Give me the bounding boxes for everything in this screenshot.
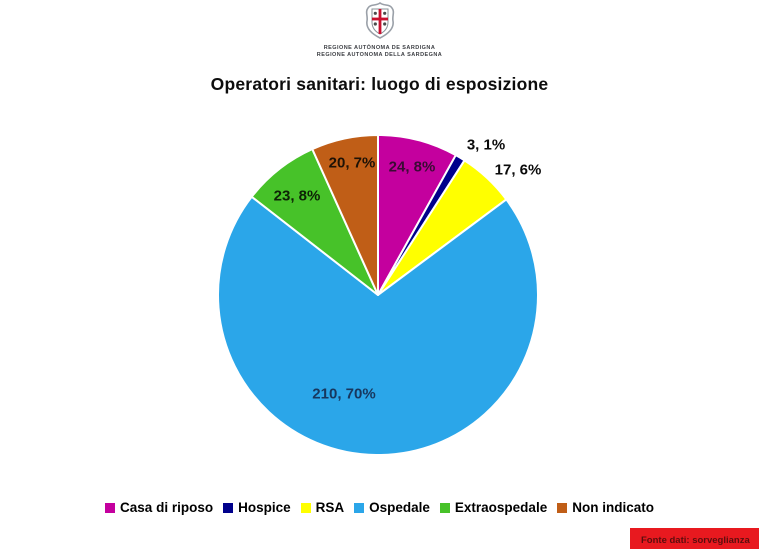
chart-legend: Casa di riposo Hospice RSA Ospedale Extr… (0, 500, 759, 515)
pie-chart (217, 134, 539, 456)
legend-swatch-non-indicato (557, 502, 568, 513)
legend-item-ospedale: Ospedale (354, 500, 430, 515)
legend-label-hospice: Hospice (238, 500, 291, 515)
data-label-extraospedale: 23, 8% (273, 187, 321, 205)
legend-swatch-hospice (223, 502, 234, 513)
pie-slice-non-indicato (311, 134, 379, 296)
legend-item-non-indicato: Non indicato (557, 500, 654, 515)
pie-slice-ospedale (217, 195, 539, 456)
region-logo: REGIONE AUTÒNOMA DE SARDIGNA REGIONE AUT… (0, 2, 759, 59)
legend-item-rsa: RSA (300, 500, 345, 515)
legend-item-hospice: Hospice (223, 500, 291, 515)
data-label-ospedale: 210, 70% (312, 385, 376, 403)
data-label-non-indicato: 20, 7% (328, 154, 376, 172)
legend-label-extraospedale: Extraospedale (454, 500, 548, 515)
chart-title: Operatori sanitari: luogo di esposizione (210, 74, 549, 94)
fonte-dati-label: Fonte dati: sorveglianza (641, 535, 750, 546)
legend-label-ospedale: Ospedale (369, 500, 430, 515)
legend-label-casa-di-riposo: Casa di riposo (120, 500, 214, 515)
data-label-rsa: 17, 6% (494, 161, 542, 179)
logo-text-line2: REGIONE AUTONOMA DELLA SARDEGNA (316, 52, 443, 58)
legend-swatch-extraospedale (439, 502, 450, 513)
legend-label-non-indicato: Non indicato (572, 500, 654, 515)
legend-label-rsa: RSA (315, 500, 345, 515)
legend-item-casa-di-riposo: Casa di riposo (105, 500, 213, 515)
fonte-dati-bar: Fonte dati: sorveglianza (630, 528, 759, 549)
legend-swatch-casa-di-riposo (105, 502, 116, 513)
legend-item-extraospedale: Extraospedale (439, 500, 548, 515)
legend-swatch-ospedale (354, 502, 365, 513)
legend-swatch-rsa (300, 502, 311, 513)
data-label-hospice: 3, 1% (466, 136, 506, 154)
sardinia-coat-of-arms-icon (365, 2, 394, 39)
logo-text-line1: REGIONE AUTÒNOMA DE SARDIGNA (323, 45, 436, 51)
data-label-casa-di-riposo: 24, 8% (388, 158, 436, 176)
